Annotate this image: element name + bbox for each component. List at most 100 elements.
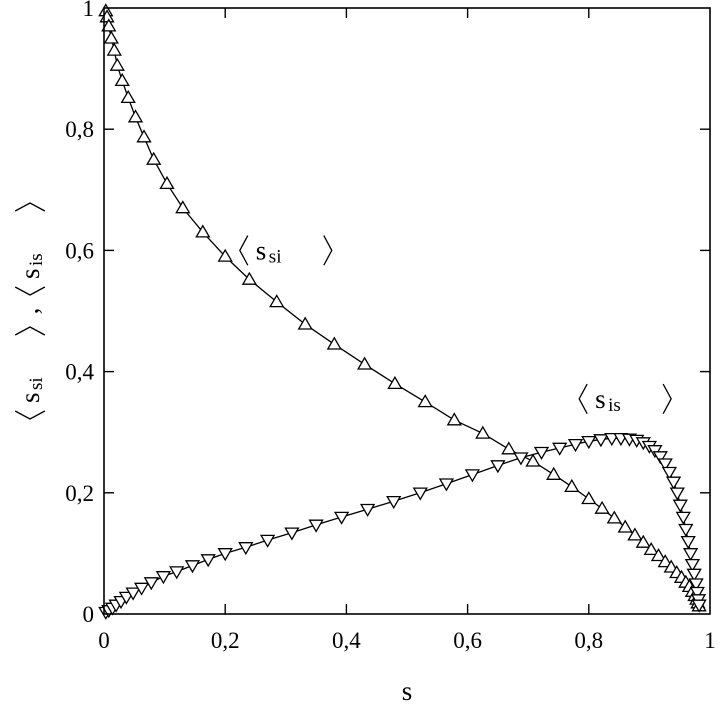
series-1-point <box>356 356 373 370</box>
series-2-point <box>680 535 696 550</box>
series-1-point <box>475 425 491 439</box>
series-2-point <box>333 511 350 525</box>
series-1-point <box>594 500 610 514</box>
series-1-point <box>446 412 462 426</box>
series-2-point <box>567 438 584 453</box>
y-label-part-1-sub: si <box>26 377 47 390</box>
series-2-point <box>686 568 702 582</box>
series-2-point <box>284 527 300 541</box>
angle-bracket-left <box>14 410 46 420</box>
x-axis-label: s <box>402 676 413 705</box>
x-tick-label: 0 <box>98 628 110 653</box>
plot-frame <box>103 7 711 615</box>
y-tick-label: 0,6 <box>65 238 94 263</box>
angle-bracket-right <box>323 235 333 266</box>
series-2-point <box>684 558 701 573</box>
annotation-2-sub: is <box>608 395 621 416</box>
x-tick-label: 0,6 <box>453 628 482 653</box>
series-2-point <box>581 435 597 450</box>
x-tick-label: 0,8 <box>574 628 603 653</box>
series-1-point <box>627 527 643 541</box>
series-1-point <box>650 548 667 562</box>
series-2-point <box>678 523 694 537</box>
series-2-point <box>593 434 609 448</box>
series-2-point <box>688 578 704 592</box>
series-1-point <box>387 375 403 390</box>
series-1-point <box>606 510 622 524</box>
series-2-point <box>438 478 455 492</box>
series-2-point <box>533 446 550 460</box>
y-label-part-1: s si <box>14 326 47 420</box>
series-2-point <box>682 548 699 562</box>
x-axis-ticks: 0 0,2 0,4 0,6 0,8 1 <box>98 8 716 653</box>
angle-bracket-right <box>662 383 672 415</box>
series-1-point <box>417 394 433 408</box>
series-2-point <box>386 495 402 510</box>
y-tick-label: 0 <box>83 602 95 627</box>
series-2-point <box>118 591 135 605</box>
y-tick-label: 0,2 <box>65 481 94 506</box>
series-line-1 <box>105 10 700 607</box>
series-2-point <box>652 451 668 465</box>
series-1-point <box>241 271 258 285</box>
series-markers <box>98 3 707 620</box>
series-2-point <box>217 548 233 562</box>
series-2-point <box>184 560 201 574</box>
series-2-point <box>604 432 620 447</box>
y-label-part-2: s is <box>14 202 47 296</box>
series-1-point <box>175 200 191 214</box>
x-tick-label: 1 <box>704 628 716 653</box>
series-2-point <box>661 466 678 480</box>
series-1-point <box>106 42 122 56</box>
annotation-2: s is <box>578 383 672 416</box>
x-tick-label: 0,4 <box>332 628 361 653</box>
y-axis-ticks: 0 0,2 0,4 0,6 0,8 1 <box>65 0 710 627</box>
y-tick-label: 0,4 <box>65 360 94 385</box>
y-tick-label: 0,8 <box>65 117 94 142</box>
y-axis-label: s si s is, <box>14 202 47 420</box>
series-1-point <box>643 542 659 556</box>
series-1-point <box>657 554 673 568</box>
series-2-point <box>238 542 254 556</box>
series-1-point <box>146 151 162 165</box>
annotation-1-sub: si <box>269 247 282 268</box>
series-1-point <box>326 336 342 350</box>
series-1-point <box>617 519 633 533</box>
angle-bracket-left <box>239 235 249 266</box>
series-2-point <box>308 519 324 533</box>
series-2-point <box>125 587 141 601</box>
series-1-point <box>635 534 651 548</box>
series-2-point <box>689 586 705 600</box>
series-2-point <box>143 577 159 591</box>
series-1-point <box>581 491 597 505</box>
series-1-point <box>136 129 152 143</box>
y-label-separator: , <box>14 308 44 315</box>
series-1-point <box>195 224 211 238</box>
series-1-point <box>159 175 175 190</box>
angle-bracket-left <box>14 286 46 296</box>
series-2-point <box>200 554 216 568</box>
annotation-1-base: s <box>256 236 267 266</box>
curve-annotations: s sis is <box>239 235 672 416</box>
annotation-1: s si <box>239 235 333 268</box>
angle-bracket-left <box>578 383 588 415</box>
x-tick-label: 0,2 <box>211 628 240 653</box>
y-label-part-1-base: s <box>15 392 45 403</box>
series-1-point <box>101 18 117 32</box>
series-2-point <box>359 503 376 517</box>
series-1-point <box>114 72 130 87</box>
series-1-point <box>297 316 313 330</box>
y-label-part-2-base: s <box>15 268 45 279</box>
angle-bracket-right <box>14 202 46 212</box>
series-1-point <box>120 89 136 104</box>
series-2-point <box>169 566 185 580</box>
series-1-point <box>269 294 285 308</box>
y-label-part-2-sub: is <box>26 253 47 266</box>
series-2-point <box>669 487 685 501</box>
series-2-point <box>259 534 276 548</box>
series-2-point <box>552 442 568 456</box>
angle-bracket-right <box>14 326 46 336</box>
series-1-point <box>217 248 233 262</box>
series-2-point <box>513 452 529 466</box>
